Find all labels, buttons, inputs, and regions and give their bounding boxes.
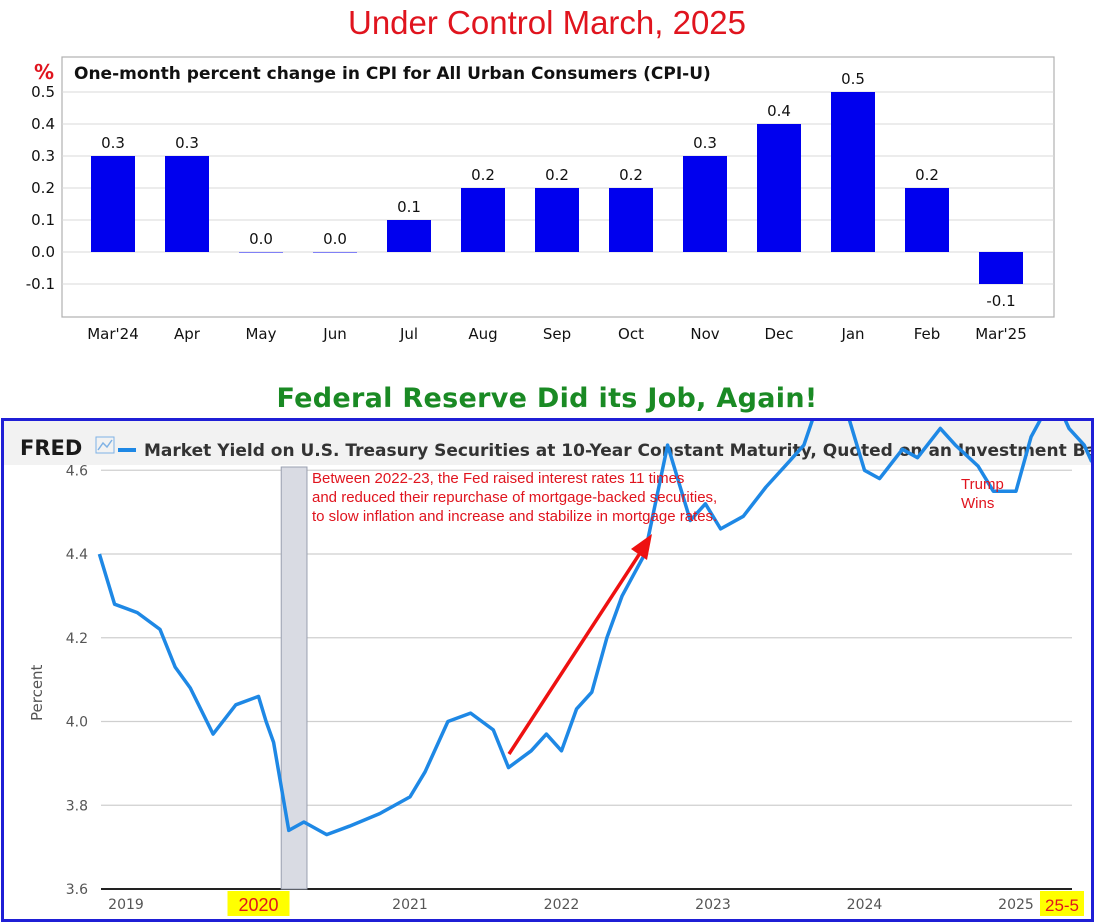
cpi-bar: [239, 252, 283, 253]
cpi-y-tick-label: 0.2: [31, 179, 55, 197]
fred-y-tick-label: 4.0: [66, 715, 88, 731]
cpi-bar-value-label: 0.1: [397, 198, 421, 216]
red-arrow: [507, 534, 652, 755]
fred-x-tick-label: 2022: [544, 897, 580, 913]
fred-chart-title: Market Yield on U.S. Treasury Securities…: [144, 441, 1091, 461]
legend-line-swatch: [118, 448, 136, 452]
trump-annotation-line-1: Trump: [961, 476, 1004, 493]
cpi-bar: [757, 124, 801, 252]
cpi-bar: [387, 220, 431, 252]
fred-x-tick-label: 2020: [238, 895, 278, 915]
cpi-bar: [165, 156, 209, 252]
cpi-x-tick-label: Dec: [764, 325, 793, 343]
cpi-bar-value-label: 0.0: [323, 230, 347, 248]
fred-logo: FRED: [20, 436, 82, 460]
fred-x-tick-label: 2019: [108, 897, 144, 913]
cpi-plot-frame: [61, 56, 1055, 318]
cpi-x-tick-label: Jul: [399, 325, 418, 343]
cpi-x-ticks: Mar'24 Apr May Jun Jul Aug Sep Oct Nov Dec Jan Feb M…: [87, 325, 1027, 343]
fred-y-axis-label: Percent: [28, 664, 46, 721]
cpi-x-tick-label: Mar'24: [87, 325, 139, 343]
fred-y-tick-label: 3.6: [66, 882, 88, 898]
cpi-bar-value-label: 0.3: [175, 134, 199, 152]
cpi-bar: [535, 188, 579, 252]
fed-annotation: Between 2022-23, the Fed raised interest…: [312, 470, 721, 525]
fed-annotation-line-1: Between 2022-23, the Fed raised interest…: [312, 470, 684, 487]
fred-line-chart: FRED Market Yield on U.S. Treasury Secur…: [4, 421, 1091, 916]
cpi-x-tick-label: Jan: [840, 325, 864, 343]
trump-annotation: Trump Wins: [961, 476, 1008, 512]
cpi-x-tick-label: Feb: [914, 325, 941, 343]
fred-chart-frame: FRED Market Yield on U.S. Treasury Secur…: [1, 418, 1094, 922]
fed-annotation-line-2: and reduced their repurchase of mortgage…: [312, 489, 717, 506]
cpi-bar-value-label: 0.5: [841, 70, 865, 88]
cpi-x-tick-label: Oct: [618, 325, 644, 343]
fed-annotation-line-3: to slow inflation and increase and stabi…: [312, 508, 717, 525]
end-date-highlight: [1040, 891, 1084, 916]
fred-y-tick-label: 4.4: [66, 547, 88, 563]
cpi-bar-value-label: 0.3: [101, 134, 125, 152]
headline-top: Under Control March, 2025: [347, 4, 747, 41]
cpi-bar-value-label: 0.3: [693, 134, 717, 152]
cpi-bar: [91, 156, 135, 252]
cpi-bar-value-label: 0.2: [915, 166, 939, 184]
fred-header-bar: [4, 421, 1091, 465]
cpi-value-labels: 0.3 0.3 0.0 0.0 0.1 0.2 0.2 0.2 0.3 0.4 0.5 0.2 -0.1: [101, 70, 1016, 310]
fred-y-tick-label: 3.8: [66, 798, 88, 814]
cpi-y-tick-label: 0.3: [31, 147, 55, 165]
cpi-bar-value-label: 0.4: [767, 102, 791, 120]
fred-y-tick-label: 4.2: [66, 631, 88, 647]
fred-x-tick-end-label: 25-5: [1045, 896, 1079, 915]
cpi-bar: [609, 188, 653, 252]
cpi-y-tick-label: 0.0: [31, 243, 55, 261]
cpi-bar: [683, 156, 727, 252]
fred-x-tick-label: 2023: [695, 897, 731, 913]
cpi-unit-label: %: [34, 60, 54, 84]
cpi-y-tick-label: 0.1: [31, 211, 55, 229]
cpi-bar-chart: 0.3 0.3 0.0 0.0 0.1 0.2 0.2 0.2 0.3 0.4 0.5 0.2 -0.1…: [26, 56, 1055, 343]
cpi-bars: [91, 92, 1023, 284]
cpi-bar: [979, 252, 1023, 284]
chart-icon: [95, 436, 115, 454]
trump-annotation-line-2: Wins: [961, 495, 994, 512]
fred-y-tick-label: 4.6: [66, 463, 88, 479]
cpi-bar: [461, 188, 505, 252]
cpi-y-tick-label: 0.5: [31, 83, 55, 101]
cpi-bar-value-label: 0.2: [471, 166, 495, 184]
year-highlight: [227, 891, 290, 916]
fred-x-tick-label: 2025: [998, 897, 1034, 913]
cpi-bar-value-label: 0.2: [545, 166, 569, 184]
cpi-bar-value-label: 0.0: [249, 230, 273, 248]
treasury-yield-line: [97, 421, 1091, 837]
cpi-bar: [905, 188, 949, 252]
cpi-x-tick-label: Sep: [543, 325, 571, 343]
headline-mid: Federal Reserve Did its Job, Again!: [276, 383, 818, 414]
cpi-x-tick-label: May: [245, 325, 276, 343]
cpi-bar: [313, 252, 357, 253]
fred-x-tick-label: 2024: [847, 897, 883, 913]
fred-x-tick-label: 2021: [392, 897, 428, 913]
cpi-bar: [831, 92, 875, 252]
cpi-title-backdrop: [64, 59, 756, 85]
cpi-y-ticks: 0.5 0.4 0.3 0.2 0.1 0.0 -0.1: [26, 83, 55, 293]
cpi-bar-value-label: -0.1: [986, 292, 1015, 310]
cpi-y-tick-label: 0.4: [31, 115, 55, 133]
fred-x-ticks: 2019 2020 2021 2022 2023 2024 2025 25-5: [108, 891, 1084, 916]
cpi-chart-title: One-month percent change in CPI for All …: [74, 64, 711, 84]
cpi-x-tick-label: Nov: [690, 325, 719, 343]
cpi-x-tick-label: Apr: [174, 325, 201, 343]
fred-y-ticks: 4.84.64.44.24.03.83.6: [66, 463, 88, 898]
cpi-x-tick-label: Mar'25: [975, 325, 1027, 343]
cpi-bar-value-label: 0.2: [619, 166, 643, 184]
cpi-y-tick-label: -0.1: [26, 275, 55, 293]
cpi-x-tick-label: Jun: [322, 325, 346, 343]
cpi-x-tick-label: Aug: [468, 325, 497, 343]
